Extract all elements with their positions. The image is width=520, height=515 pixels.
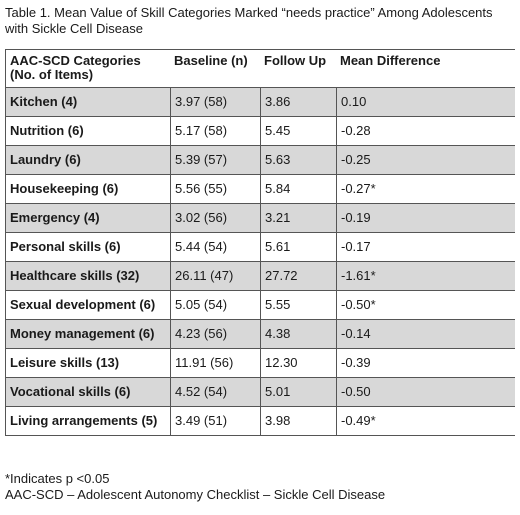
cell-followup: 3.21	[260, 204, 336, 232]
header-category: AAC-SCD Categories (No. of Items)	[6, 50, 170, 87]
table-row: Sexual development (6) 5.05 (54) 5.55 -0.50…	[6, 290, 515, 319]
skills-table: AAC-SCD Categories (No. of Items) Baseli…	[5, 49, 515, 436]
table-body: Kitchen (4) 3.97 (58) 3.86 0.10 Nutrition (6…	[6, 87, 515, 435]
table-header-row: AAC-SCD Categories (No. of Items) Baseli…	[6, 50, 515, 87]
caption-line-2: with Sickle Cell Disease	[5, 21, 143, 36]
cell-mean-difference: -0.50*	[336, 291, 515, 319]
cell-mean-difference: -0.49*	[336, 407, 515, 435]
cell-baseline: 3.97 (58)	[170, 88, 260, 116]
cell-category: Housekeeping (6)	[10, 181, 119, 196]
cell-baseline: 5.05 (54)	[170, 291, 260, 319]
header-category-line-1: AAC-SCD Categories	[10, 53, 141, 68]
cell-baseline: 26.11 (47)	[170, 262, 260, 290]
cell-category: Laundry (6)	[10, 152, 81, 167]
header-followup: Follow Up	[264, 53, 327, 68]
cell-followup: 12.30	[260, 349, 336, 377]
cell-mean-difference: 0.10	[336, 88, 515, 116]
table-row: Vocational skills (6) 4.52 (54) 5.01 -0.50	[6, 377, 515, 406]
cell-category: Leisure skills (13)	[10, 355, 120, 370]
header-mean-difference: Mean Difference	[340, 53, 441, 68]
table-caption: Table 1. Mean Value of Skill Categories …	[5, 5, 510, 37]
table-row: Healthcare skills (32) 26.11 (47) 27.72 -1.…	[6, 261, 515, 290]
table-row: Laundry (6) 5.39 (57) 5.63 -0.25	[6, 145, 515, 174]
table-row: Nutrition (6) 5.17 (58) 5.45 -0.28	[6, 116, 515, 145]
header-baseline: Baseline (n)	[174, 53, 248, 68]
cell-mean-difference: -0.39	[336, 349, 515, 377]
cell-baseline: 4.23 (56)	[170, 320, 260, 348]
table-row: Housekeeping (6) 5.56 (55) 5.84 -0.27*	[6, 174, 515, 203]
cell-baseline: 3.02 (56)	[170, 204, 260, 232]
cell-category: Living arrangements (5)	[10, 413, 158, 428]
cell-category: Vocational skills (6)	[10, 384, 131, 399]
cell-followup: 4.38	[260, 320, 336, 348]
table-footnotes: *Indicates p <0.05 AAC-SCD – Adolescent …	[5, 471, 385, 503]
cell-mean-difference: -0.19	[336, 204, 515, 232]
cell-baseline: 5.44 (54)	[170, 233, 260, 261]
cell-baseline: 5.39 (57)	[170, 146, 260, 174]
cell-mean-difference: -0.14	[336, 320, 515, 348]
cell-baseline: 3.49 (51)	[170, 407, 260, 435]
cell-followup: 27.72	[260, 262, 336, 290]
cell-followup: 3.98	[260, 407, 336, 435]
cell-category: Personal skills (6)	[10, 239, 121, 254]
cell-followup: 5.45	[260, 117, 336, 145]
cell-followup: 5.84	[260, 175, 336, 203]
cell-category: Nutrition (6)	[10, 123, 84, 138]
table-row: Money management (6) 4.23 (56) 4.38 -0.14	[6, 319, 515, 348]
cell-baseline: 4.52 (54)	[170, 378, 260, 406]
table-row: Leisure skills (13) 11.91 (56) 12.30 -0.39	[6, 348, 515, 377]
cell-mean-difference: -1.61*	[336, 262, 515, 290]
caption-line-1: Table 1. Mean Value of Skill Categories …	[5, 5, 493, 20]
cell-mean-difference: -0.28	[336, 117, 515, 145]
table-row: Kitchen (4) 3.97 (58) 3.86 0.10	[6, 87, 515, 116]
footnote-abbreviation: AAC-SCD – Adolescent Autonomy Checklist …	[5, 487, 386, 502]
cell-baseline: 11.91 (56)	[170, 349, 260, 377]
cell-followup: 5.01	[260, 378, 336, 406]
cell-category: Money management (6)	[10, 326, 155, 341]
cell-followup: 5.61	[260, 233, 336, 261]
cell-baseline: 5.17 (58)	[170, 117, 260, 145]
cell-mean-difference: -0.27*	[336, 175, 515, 203]
footnote-significance: *Indicates p <0.05	[5, 471, 110, 486]
table-row: Personal skills (6) 5.44 (54) 5.61 -0.17	[6, 232, 515, 261]
cell-mean-difference: -0.25	[336, 146, 515, 174]
cell-category: Healthcare skills (32)	[10, 268, 140, 283]
cell-followup: 3.86	[260, 88, 336, 116]
cell-followup: 5.55	[260, 291, 336, 319]
cell-category: Sexual development (6)	[10, 297, 156, 312]
cell-mean-difference: -0.50	[336, 378, 515, 406]
cell-baseline: 5.56 (55)	[170, 175, 260, 203]
cell-mean-difference: -0.17	[336, 233, 515, 261]
cell-followup: 5.63	[260, 146, 336, 174]
cell-category: Kitchen (4)	[10, 94, 78, 109]
header-category-line-2: (No. of Items)	[10, 67, 94, 82]
table-row: Living arrangements (5) 3.49 (51) 3.98 -0.4…	[6, 406, 515, 435]
cell-category: Emergency (4)	[10, 210, 100, 225]
table-row: Emergency (4) 3.02 (56) 3.21 -0.19	[6, 203, 515, 232]
